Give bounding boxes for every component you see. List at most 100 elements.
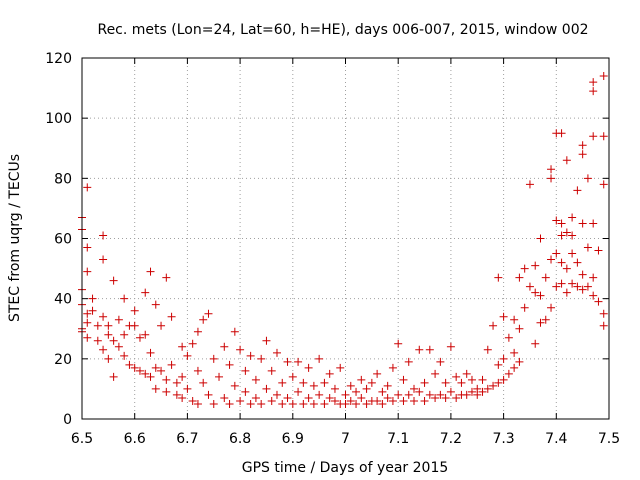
- data-point-marker: [483, 345, 492, 354]
- data-point-marker: [499, 312, 508, 321]
- data-point-marker: [88, 306, 97, 315]
- data-point-marker: [104, 330, 113, 339]
- data-point-marker: [151, 300, 160, 309]
- data-point-marker: [304, 393, 313, 402]
- data-point-marker: [83, 243, 92, 252]
- data-point-marker: [541, 315, 550, 324]
- data-point-marker: [99, 345, 108, 354]
- data-point-marker: [141, 288, 150, 297]
- data-point-marker: [135, 333, 144, 342]
- data-point-marker: [251, 375, 260, 384]
- data-point-marker: [93, 321, 102, 330]
- data-point-marker: [83, 309, 92, 318]
- data-point-marker: [172, 390, 181, 399]
- grid: [82, 58, 609, 419]
- data-point-marker: [83, 318, 92, 327]
- data-point-marker: [583, 174, 592, 183]
- data-point-marker: [441, 378, 450, 387]
- y-tick-label: 0: [63, 412, 72, 428]
- data-point-marker: [373, 396, 382, 405]
- data-point-marker: [494, 360, 503, 369]
- data-point-marker: [536, 318, 545, 327]
- data-point-marker: [299, 399, 308, 408]
- data-point-marker: [578, 150, 587, 159]
- data-point-marker: [294, 357, 303, 366]
- data-point-marker: [315, 354, 324, 363]
- data-point-marker: [167, 312, 176, 321]
- x-tick-label: 6.7: [176, 431, 198, 447]
- data-point-marker: [162, 375, 171, 384]
- data-point-marker: [294, 387, 303, 396]
- data-point-marker: [267, 366, 276, 375]
- data-point-marker: [352, 387, 361, 396]
- data-point-marker: [241, 387, 250, 396]
- data-point-marker: [557, 231, 566, 240]
- y-tick-label: 20: [54, 352, 72, 368]
- data-point-marker: [510, 315, 519, 324]
- x-tick-label: 6.5: [71, 431, 93, 447]
- data-point-marker: [510, 348, 519, 357]
- data-point-marker: [494, 273, 503, 282]
- data-point-marker: [552, 249, 561, 258]
- data-point-marker: [325, 369, 334, 378]
- data-point-marker: [320, 378, 329, 387]
- data-point-marker: [346, 381, 355, 390]
- data-point-marker: [283, 393, 292, 402]
- data-point-marker: [99, 255, 108, 264]
- data-point-marker: [431, 369, 440, 378]
- data-point-marker: [489, 381, 498, 390]
- data-point-marker: [589, 219, 598, 228]
- x-tick-label: 6.6: [124, 431, 146, 447]
- x-tick-label: 7.4: [545, 431, 567, 447]
- data-point-marker: [415, 345, 424, 354]
- data-point-marker: [309, 399, 318, 408]
- data-point-marker: [130, 363, 139, 372]
- x-tick-label: 7.5: [598, 431, 620, 447]
- data-point-marker: [172, 378, 181, 387]
- data-point-marker: [199, 315, 208, 324]
- data-point-marker: [272, 348, 281, 357]
- data-point-marker: [483, 384, 492, 393]
- data-point-marker: [420, 396, 429, 405]
- data-point-marker: [225, 360, 234, 369]
- data-point-marker: [410, 396, 419, 405]
- data-point-marker: [589, 87, 598, 96]
- y-tick-label: 120: [45, 51, 72, 67]
- data-point-marker: [135, 366, 144, 375]
- data-point-marker: [330, 396, 339, 405]
- data-point-marker: [246, 351, 255, 360]
- data-point-marker: [278, 378, 287, 387]
- data-point-marker: [568, 249, 577, 258]
- data-point-marker: [583, 243, 592, 252]
- data-point-marker: [531, 288, 540, 297]
- data-point-marker: [388, 363, 397, 372]
- x-tick-label: 7.2: [440, 431, 462, 447]
- data-point-marker: [83, 183, 92, 192]
- data-point-marker: [525, 282, 534, 291]
- data-point-marker: [225, 399, 234, 408]
- data-point-marker: [220, 393, 229, 402]
- y-axis-ticks: 0 20 40 60 80 100 120: [45, 51, 609, 428]
- data-point-marker: [557, 279, 566, 288]
- data-point-marker: [109, 276, 118, 285]
- data-point-marker: [336, 363, 345, 372]
- data-point-marker: [230, 327, 239, 336]
- data-point-marker: [478, 387, 487, 396]
- data-point-marker: [104, 354, 113, 363]
- data-point-marker: [178, 342, 187, 351]
- data-point-marker: [415, 387, 424, 396]
- data-point-marker: [209, 399, 218, 408]
- data-point-marker: [499, 375, 508, 384]
- data-point-marker: [489, 321, 498, 330]
- data-point-marker: [525, 180, 534, 189]
- data-point-marker: [146, 348, 155, 357]
- data-point-marker: [272, 390, 281, 399]
- y-tick-label: 80: [54, 171, 72, 187]
- data-point-marker: [562, 156, 571, 165]
- data-point-marker: [399, 375, 408, 384]
- data-point-marker: [178, 393, 187, 402]
- data-point-marker: [594, 246, 603, 255]
- data-point-marker: [515, 324, 524, 333]
- data-point-marker: [452, 393, 461, 402]
